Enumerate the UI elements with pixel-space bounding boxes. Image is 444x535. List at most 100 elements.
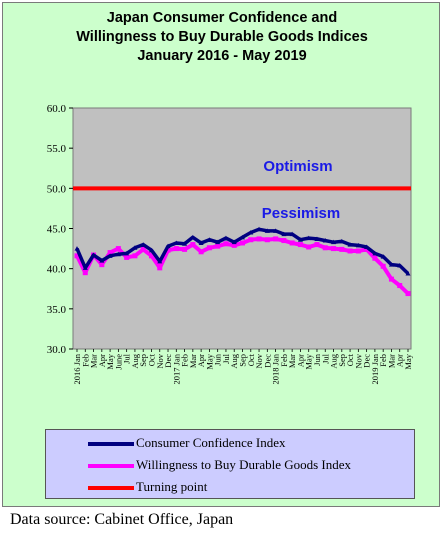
point-willingness (240, 240, 245, 246)
x-tick-label: Apr (395, 354, 405, 367)
legend-label-consumer-confidence: Consumer Confidence Index (136, 435, 286, 450)
chart-title-line-2: Willingness to Buy Durable Goods Indices (76, 29, 368, 45)
x-tick-label: Dec (262, 354, 272, 368)
y-tick-label: 55.0 (47, 143, 67, 155)
point-willingness (281, 238, 287, 244)
x-tick-label: Nov (254, 353, 264, 368)
point-consumer-confidence (74, 246, 80, 251)
point-willingness (355, 248, 361, 254)
point-willingness (364, 246, 370, 252)
point-consumer-confidence (240, 234, 245, 240)
point-consumer-confidence (182, 241, 188, 246)
x-tick-label: Dec (362, 354, 372, 368)
x-tick-label: Feb (80, 354, 90, 367)
point-willingness (322, 245, 328, 251)
x-tick-label: 2019 Jan (370, 353, 380, 384)
point-willingness (297, 242, 303, 248)
point-consumer-confidence (99, 258, 105, 263)
point-consumer-confidence (215, 239, 221, 245)
x-tick-label: May (204, 353, 214, 369)
x-tick-label: Sep (238, 354, 248, 367)
point-consumer-confidence (306, 235, 312, 241)
point-consumer-confidence (273, 228, 279, 233)
x-tick-label: Feb (180, 354, 190, 367)
point-consumer-confidence (256, 226, 262, 232)
point-consumer-confidence (206, 237, 212, 242)
line-chart: 30.035.040.045.050.055.060.0 2016 JanFeb… (47, 103, 413, 384)
y-tick-label: 40.0 (47, 264, 67, 276)
x-tick-label: Apr (196, 354, 206, 367)
point-consumer-confidence (82, 265, 88, 270)
x-tick-label: Apr (97, 354, 107, 367)
point-willingness (115, 246, 121, 252)
point-willingness (190, 242, 196, 248)
legend-swatch-consumer-confidence (88, 442, 134, 446)
x-tick-label: Dec (163, 354, 173, 368)
point-willingness (405, 291, 411, 297)
point-consumer-confidence (397, 262, 403, 268)
y-tick-label: 45.0 (47, 224, 67, 236)
point-willingness (215, 243, 221, 249)
x-tick-label: June (113, 354, 123, 370)
point-willingness (182, 246, 188, 252)
point-consumer-confidence (339, 238, 345, 244)
point-consumer-confidence (380, 254, 386, 259)
point-willingness (306, 244, 312, 250)
point-consumer-confidence (223, 235, 229, 241)
y-tick-label: 35.0 (47, 304, 67, 316)
y-tick-label: 60.0 (47, 103, 67, 115)
point-willingness (273, 236, 279, 242)
x-tick-label: Mar (287, 354, 297, 368)
point-willingness (372, 255, 378, 261)
point-consumer-confidence (388, 262, 394, 267)
x-tick-label: Sep (138, 354, 148, 367)
chart-frame: Japan Consumer Confidence and Willingnes… (2, 2, 440, 507)
legend-item-willingness: Willingness to Buy Durable Goods Index (46, 455, 414, 475)
point-willingness (347, 248, 353, 254)
point-consumer-confidence (355, 242, 361, 248)
plot-area (72, 107, 412, 350)
point-willingness (82, 270, 88, 276)
x-tick-label: Jun (213, 353, 223, 366)
data-source-note: Data source: Cabinet Office, Japan (10, 511, 234, 528)
x-tick-label: Mar (386, 354, 396, 368)
x-tick-label: 2018 Jan (271, 353, 281, 384)
x-tick-label: 2016 Jan (72, 353, 82, 384)
point-willingness (157, 265, 163, 271)
point-consumer-confidence (140, 242, 146, 247)
x-tick-label: May (105, 353, 115, 369)
point-willingness (397, 283, 403, 289)
point-willingness (339, 246, 345, 252)
point-consumer-confidence (107, 253, 113, 258)
point-willingness (380, 263, 386, 269)
x-tick-label: Oct (345, 353, 355, 366)
point-consumer-confidence (347, 242, 353, 247)
x-tick-label: Oct (246, 353, 256, 366)
x-tick-label: 2017 Jan (171, 353, 181, 384)
point-willingness (231, 242, 237, 248)
point-consumer-confidence (115, 251, 121, 257)
point-consumer-confidence (289, 231, 295, 237)
x-tick-label: Apr (295, 354, 305, 367)
point-consumer-confidence (173, 240, 179, 245)
chart-title-line-3: January 2016 - May 2019 (137, 48, 307, 64)
x-tick-label: Jul (221, 353, 231, 364)
x-tick-label: Oct (146, 353, 156, 366)
point-consumer-confidence (331, 239, 337, 245)
point-willingness (331, 246, 337, 252)
point-consumer-confidence (405, 270, 411, 276)
point-willingness (140, 246, 146, 252)
chart-title: Japan Consumer Confidence and Willingnes… (3, 9, 441, 66)
point-willingness (173, 246, 179, 252)
chart-title-line-1: Japan Consumer Confidence and (106, 10, 338, 26)
point-consumer-confidence (248, 230, 254, 235)
point-consumer-confidence (281, 231, 287, 237)
point-consumer-confidence (148, 247, 154, 253)
x-tick-label: Aug (130, 353, 140, 368)
point-consumer-confidence (322, 238, 328, 243)
x-tick-label: Nov (353, 353, 363, 368)
point-willingness (314, 242, 320, 248)
annotation-optimism: Optimism (263, 158, 332, 175)
x-tick-label: Aug (229, 353, 239, 368)
legend-item-consumer-confidence: Consumer Confidence Index (46, 433, 414, 453)
